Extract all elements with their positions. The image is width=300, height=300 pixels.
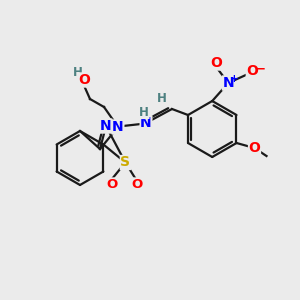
Text: +: + xyxy=(230,74,239,84)
Text: N: N xyxy=(140,116,152,130)
Text: H: H xyxy=(157,92,167,106)
Text: −: − xyxy=(255,62,266,76)
Text: H: H xyxy=(139,106,149,118)
Text: S: S xyxy=(120,155,130,170)
Text: O: O xyxy=(249,141,260,155)
Text: O: O xyxy=(107,178,118,191)
Text: O: O xyxy=(210,56,222,70)
Text: N: N xyxy=(100,119,112,133)
Text: O: O xyxy=(246,64,258,78)
Text: O: O xyxy=(78,73,90,87)
Text: N: N xyxy=(112,120,124,134)
Text: N: N xyxy=(222,76,234,90)
Text: H: H xyxy=(73,67,83,80)
Text: O: O xyxy=(132,178,143,191)
